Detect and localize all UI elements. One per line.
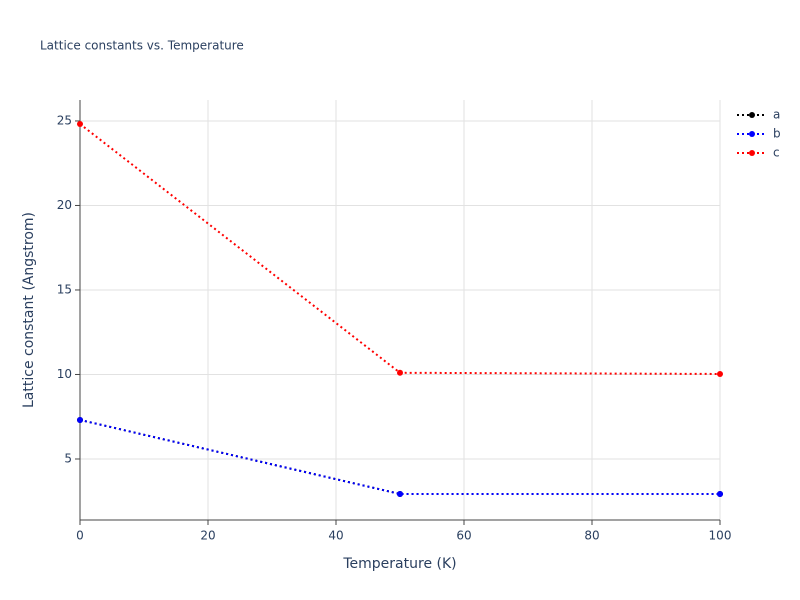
legend-marker xyxy=(749,112,755,118)
series-line xyxy=(79,418,720,495)
data-point xyxy=(397,369,403,376)
data-point xyxy=(77,416,83,423)
legend-label: c xyxy=(773,146,780,160)
legend-marker xyxy=(749,150,755,156)
legend-label: a xyxy=(773,108,780,122)
x-tick-label: 80 xyxy=(584,529,599,543)
y-tick-label: 25 xyxy=(57,113,72,127)
legend-label: b xyxy=(773,127,781,141)
y-tick-label: 5 xyxy=(64,451,72,465)
x-tick-label: 60 xyxy=(456,529,471,543)
x-tick-label: 40 xyxy=(328,529,343,543)
x-tick-label: 100 xyxy=(709,529,732,543)
series-line xyxy=(79,418,720,495)
x-tick-label: 0 xyxy=(76,529,84,543)
y-tick-label: 20 xyxy=(57,198,72,212)
data-point xyxy=(717,490,723,497)
y-axis-title: Lattice constant (Angstrom) xyxy=(21,212,37,408)
series-line xyxy=(79,123,721,375)
x-tick-label: 20 xyxy=(200,529,215,543)
x-axis-title: Temperature (K) xyxy=(342,556,456,572)
data-point xyxy=(77,121,83,127)
y-tick-label: 15 xyxy=(57,282,72,296)
data-point xyxy=(717,370,723,377)
chart-title: Lattice constants vs. Temperature xyxy=(40,39,244,53)
y-tick-label: 10 xyxy=(57,367,72,381)
legend-marker xyxy=(749,131,755,137)
data-point xyxy=(397,490,403,497)
